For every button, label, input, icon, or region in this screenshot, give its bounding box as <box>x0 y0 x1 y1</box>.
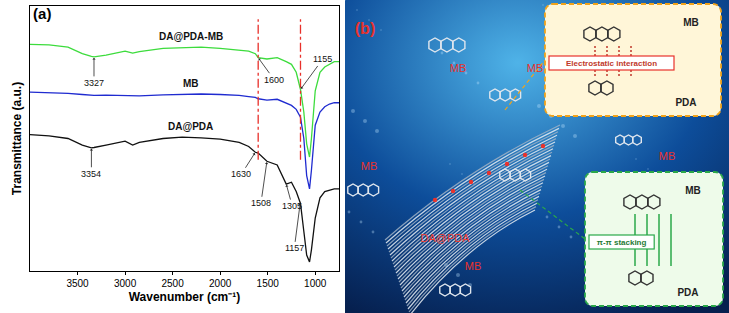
svg-text:MB: MB <box>659 150 676 162</box>
svg-text:PDA: PDA <box>675 97 696 108</box>
svg-text:MB: MB <box>465 260 482 272</box>
svg-text:3500: 3500 <box>66 278 89 289</box>
svg-text:Electrostatic interaction: Electrostatic interaction <box>566 59 657 68</box>
svg-text:DA@PDA: DA@PDA <box>168 121 213 132</box>
svg-text:Transmittance (a.u.): Transmittance (a.u.) <box>10 82 24 195</box>
svg-text:3354: 3354 <box>81 169 101 179</box>
svg-text:PDA: PDA <box>677 287 698 298</box>
svg-text:1155: 1155 <box>313 54 332 64</box>
svg-text:(b): (b) <box>355 20 375 37</box>
svg-text:1305: 1305 <box>282 201 302 211</box>
svg-text:1000: 1000 <box>304 278 327 289</box>
svg-text:MB: MB <box>183 78 199 89</box>
svg-text:1630: 1630 <box>231 169 251 179</box>
svg-text:MB: MB <box>685 185 701 196</box>
svg-text:3327: 3327 <box>84 78 104 88</box>
svg-text:MB: MB <box>450 62 467 74</box>
svg-text:MB: MB <box>361 160 378 172</box>
svg-text:2000: 2000 <box>209 278 232 289</box>
svg-text:3000: 3000 <box>114 278 137 289</box>
svg-text:MB: MB <box>527 62 544 74</box>
svg-text:1600: 1600 <box>264 75 284 85</box>
svg-text:Wavenumber (cm⁻¹): Wavenumber (cm⁻¹) <box>129 290 241 304</box>
svg-text:2500: 2500 <box>161 278 184 289</box>
svg-text:MB: MB <box>683 17 699 28</box>
svg-text:DA@PDA-MB: DA@PDA-MB <box>159 31 223 42</box>
svg-text:(a): (a) <box>33 5 51 22</box>
svg-text:π-π stacking: π-π stacking <box>597 238 647 247</box>
svg-text:1157: 1157 <box>285 243 304 253</box>
svg-text:1500: 1500 <box>257 278 280 289</box>
svg-text:DA@PDA: DA@PDA <box>420 232 470 244</box>
svg-text:1508: 1508 <box>251 198 271 208</box>
